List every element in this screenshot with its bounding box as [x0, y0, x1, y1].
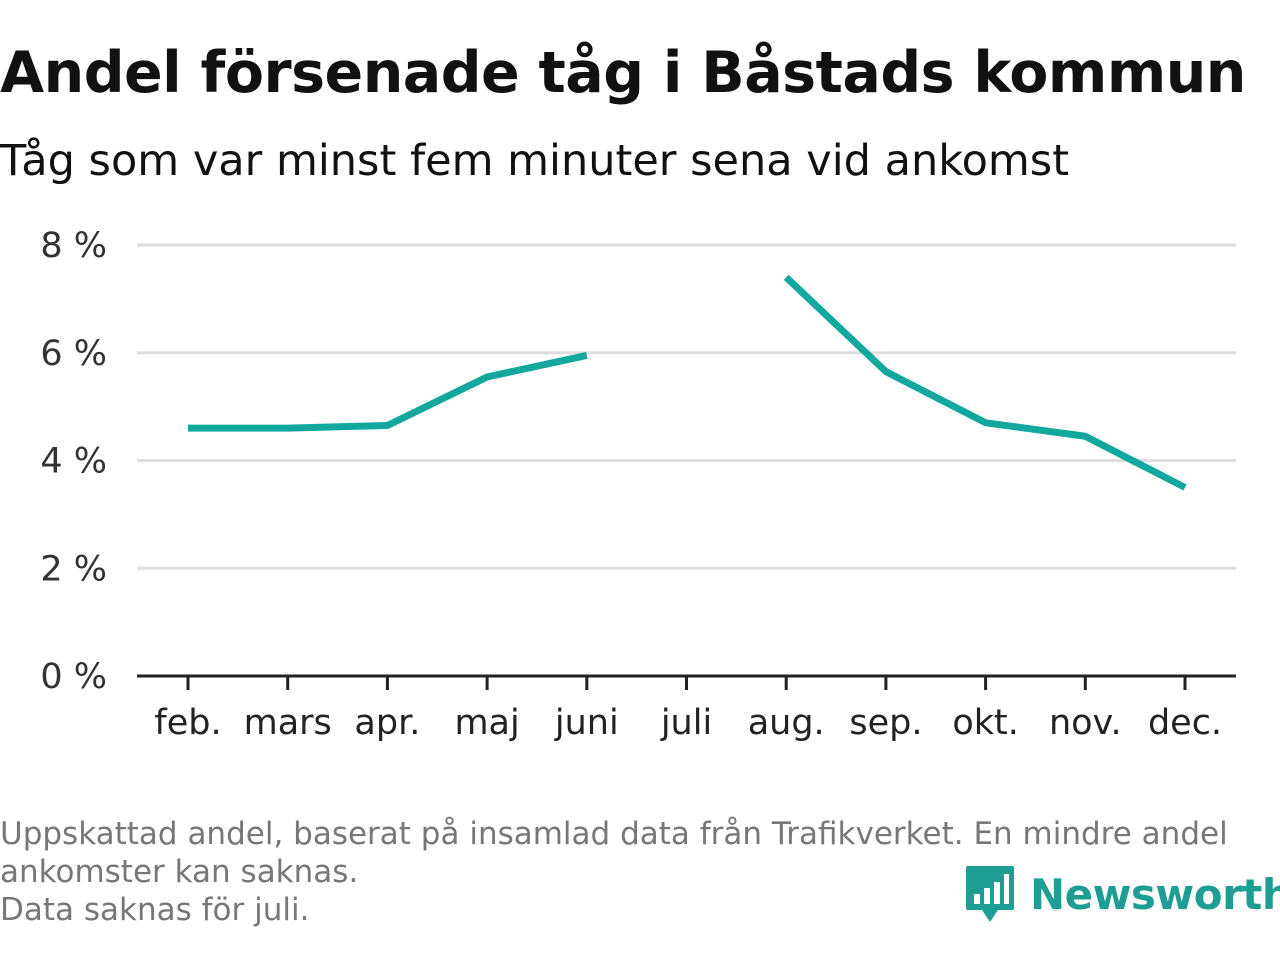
- gridlines: [137, 243, 1236, 570]
- data-series: [187, 274, 1187, 491]
- x-tick-label: sep.: [849, 703, 922, 743]
- x-tick-label: juni: [554, 703, 619, 743]
- newsworthy-logo: Newsworthy: [964, 864, 1280, 924]
- y-tick-label: 4 %: [40, 442, 107, 482]
- chart-subtitle: Tåg som var minst fem minuter sena vid a…: [0, 136, 1070, 186]
- x-tick-label: nov.: [1049, 703, 1122, 743]
- x-tick-label: aug.: [748, 703, 825, 743]
- logo-text: Newsworthy: [1030, 869, 1280, 919]
- x-tick-label: dec.: [1148, 703, 1222, 743]
- note-missing-data: Data saknas för juli.: [0, 892, 310, 928]
- x-tick-label: okt.: [952, 703, 1019, 743]
- series-line-segment: [188, 352, 588, 432]
- chart-title: Andel försenade tåg i Båstads kommun: [0, 40, 1246, 106]
- y-tick-label: 2 %: [40, 549, 107, 589]
- x-tick-label: juli: [660, 703, 712, 743]
- y-tick-label: 6 %: [40, 334, 107, 374]
- series-line-segment: [783, 274, 1187, 491]
- y-tick-label: 0 %: [40, 657, 107, 697]
- x-axis: feb. mars apr. maj juni juli aug. sep. okt. nov. d…: [137, 674, 1236, 743]
- y-axis-ticks: 0 % 2 % 4 % 6 % 8 %: [40, 226, 107, 697]
- y-tick-label: 8 %: [40, 226, 107, 266]
- newsworthy-chart-icon: [966, 866, 1014, 922]
- x-tick-label: mars: [244, 703, 332, 743]
- x-tick-label: apr.: [354, 703, 420, 743]
- x-tick-label: feb.: [154, 703, 221, 743]
- note-source: Uppskattad andel, baserat på insamlad da…: [0, 816, 1228, 890]
- x-tick-label: maj: [454, 703, 519, 743]
- chart-notes: Uppskattad andel, baserat på insamlad da…: [0, 815, 1275, 929]
